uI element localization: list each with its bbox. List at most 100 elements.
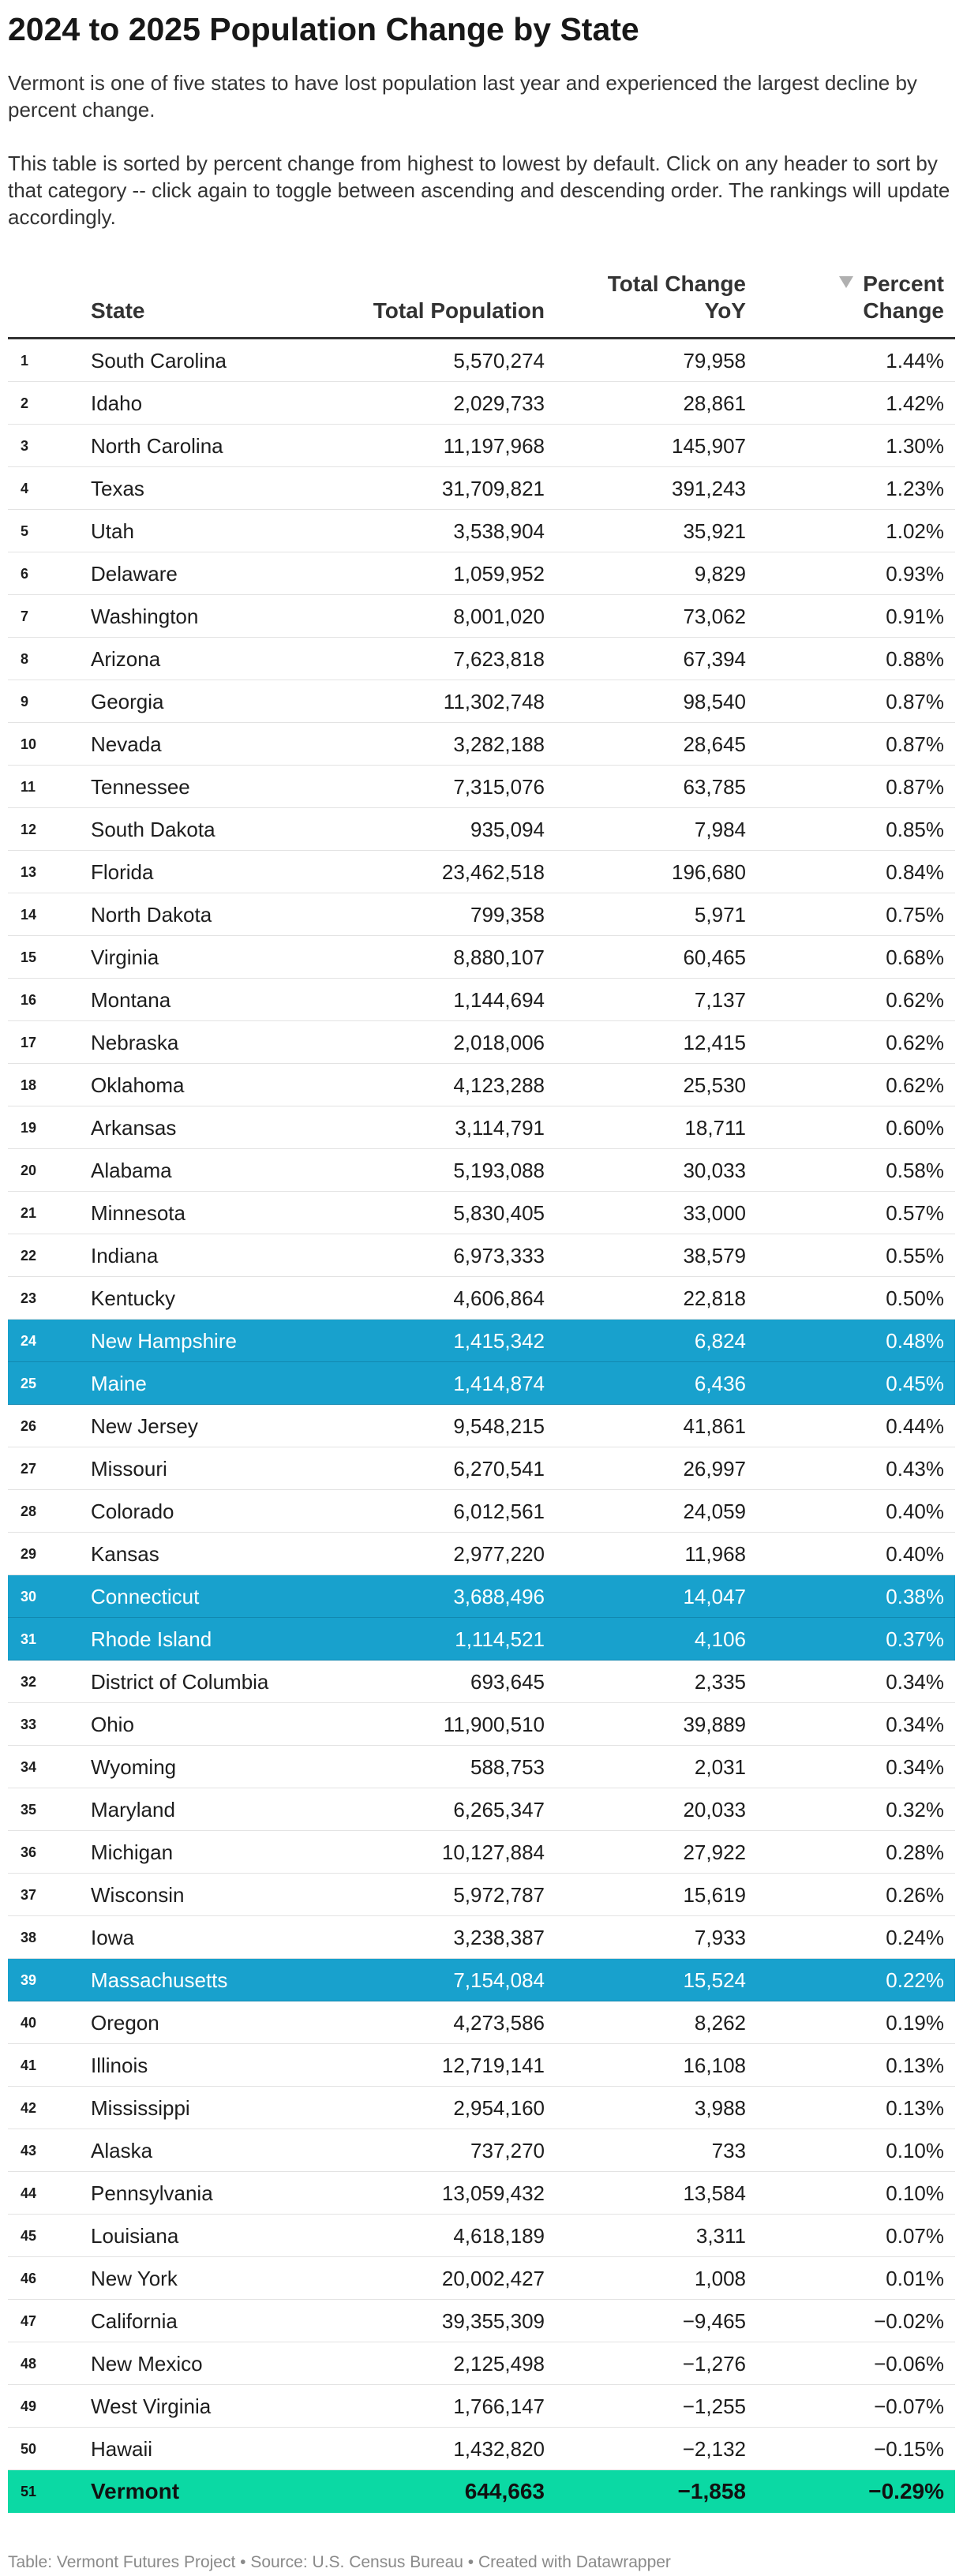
table-row: 6 Delaware 1,059,952 9,829 0.93% [8,552,955,595]
row-total-change: 22,818 [683,1286,746,1310]
row-total-population: 1,114,521 [455,1627,545,1651]
row-percent-change: 0.48% [886,1329,944,1353]
row-state: Kansas [91,1542,159,1566]
row-total-population: 31,709,821 [441,477,545,500]
row-rank: 49 [21,2398,37,2414]
row-rank: 31 [21,1631,37,1647]
row-rank: 51 [21,2484,37,2499]
row-total-change: 6,824 [694,1329,746,1353]
row-rank: 44 [21,2185,37,2201]
row-state: Mississippi [91,2096,190,2120]
table-row: 28 Colorado 6,012,561 24,059 0.40% [8,1490,955,1533]
row-state: Nevada [91,732,162,756]
table-row: 9 Georgia 11,302,748 98,540 0.87% [8,680,955,723]
row-rank: 39 [21,1972,37,1988]
row-percent-change: 0.87% [886,775,944,799]
row-state: Alaska [91,2139,153,2162]
row-percent-change: 0.58% [886,1159,944,1182]
table-row: 16 Montana 1,144,694 7,137 0.62% [8,979,955,1021]
table-row: 8 Arizona 7,623,818 67,394 0.88% [8,638,955,680]
row-percent-change: 0.45% [886,1372,944,1395]
row-percent-change: 0.34% [886,1713,944,1736]
row-total-population: 2,125,498 [453,2352,545,2376]
row-total-population: 6,270,541 [453,1457,545,1481]
row-total-population: 1,414,874 [453,1372,545,1395]
row-percent-change: 0.91% [886,605,944,628]
header-state-label: State [91,298,145,323]
row-percent-change: 0.44% [886,1414,944,1438]
row-percent-change: 0.40% [886,1500,944,1523]
row-rank: 48 [21,2356,37,2372]
row-percent-change: 0.10% [886,2181,944,2205]
row-rank: 12 [21,822,37,837]
row-rank: 13 [21,864,37,880]
row-rank: 32 [21,1674,37,1690]
row-state: Texas [91,477,144,500]
row-total-change: 391,243 [672,477,746,500]
intro-sort-instructions: This table is sorted by percent change f… [8,152,950,229]
row-total-change: 63,785 [683,775,746,799]
row-total-population: 8,001,020 [453,605,545,628]
row-total-population: 2,977,220 [453,1542,545,1566]
row-percent-change: 0.88% [886,647,944,671]
row-rank: 50 [21,2441,37,2457]
row-total-population: 4,273,586 [453,2011,545,2035]
table-row: 12 South Dakota 935,094 7,984 0.85% [8,808,955,851]
header-total-population[interactable]: Total Population [373,298,545,324]
row-percent-change: −0.06% [874,2352,944,2376]
row-percent-change: −0.02% [874,2309,944,2333]
footer-credits: Table: Vermont Futures Project • Source:… [8,2553,671,2571]
row-total-population: 5,193,088 [453,1159,545,1182]
row-state: Washington [91,605,199,628]
row-rank: 10 [21,736,37,752]
row-total-change: 25,530 [683,1073,746,1097]
row-rank: 18 [21,1077,37,1093]
header-percent-change[interactable]: Percent Change [839,271,944,324]
row-total-population: 7,154,084 [453,1968,545,1992]
row-state: Hawaii [91,2437,153,2461]
row-total-change: 79,958 [683,349,746,373]
row-total-population: 5,830,405 [453,1201,545,1225]
row-percent-change: 0.87% [886,690,944,713]
table-row: 15 Virginia 8,880,107 60,465 0.68% [8,936,955,979]
row-state: Maryland [91,1798,175,1822]
row-rank: 47 [21,2313,37,2329]
header-state[interactable]: State [91,298,144,324]
row-state: Wisconsin [91,1883,185,1907]
row-rank: 33 [21,1717,37,1732]
row-total-population: 39,355,309 [441,2309,545,2333]
table-row: 49 West Virginia 1,766,147 −1,255 −0.07% [8,2385,955,2428]
row-rank: 21 [21,1205,37,1221]
table-row: 13 Florida 23,462,518 196,680 0.84% [8,851,955,893]
row-total-population: 12,719,141 [441,2054,545,2077]
row-state: Montana [91,988,171,1012]
row-total-change: 73,062 [683,605,746,628]
row-total-change: 98,540 [683,690,746,713]
row-total-population: 2,018,006 [453,1031,545,1054]
row-state: South Carolina [91,349,227,373]
row-total-change: 41,861 [683,1414,746,1438]
row-total-change: 5,971 [694,903,746,927]
row-total-population: 6,265,347 [453,1798,545,1822]
table-row: 38 Iowa 3,238,387 7,933 0.24% [8,1916,955,1959]
row-rank: 43 [21,2143,37,2159]
row-rank: 27 [21,1461,37,1477]
row-state: Louisiana [91,2224,179,2248]
row-rank: 30 [21,1589,37,1604]
row-state: Alabama [91,1159,172,1182]
row-state: Oklahoma [91,1073,185,1097]
row-total-population: 3,238,387 [453,1926,545,1949]
table-row: 51 Vermont 644,663 −1,858 −0.29% [8,2470,955,2513]
table-row: 21 Minnesota 5,830,405 33,000 0.57% [8,1192,955,1234]
row-total-change: 4,106 [694,1627,746,1651]
table-row: 23 Kentucky 4,606,864 22,818 0.50% [8,1277,955,1320]
row-state: Nebraska [91,1031,179,1054]
row-total-change: 7,137 [694,988,746,1012]
row-total-change: 196,680 [672,860,746,884]
table-row: 40 Oregon 4,273,586 8,262 0.19% [8,2001,955,2044]
row-rank: 14 [21,907,37,923]
row-total-change: 7,933 [694,1926,746,1949]
row-percent-change: 0.93% [886,562,944,586]
header-total-change[interactable]: Total Change YoY [608,271,746,324]
